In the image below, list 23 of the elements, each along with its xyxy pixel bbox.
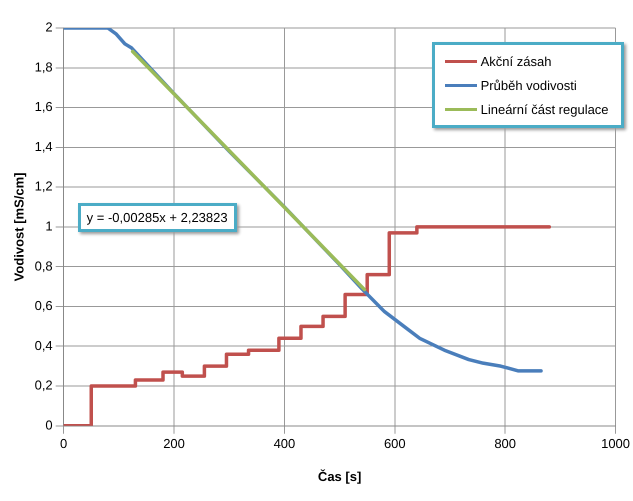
x-tick-label: 600 xyxy=(384,436,406,452)
x-tick-label: 200 xyxy=(163,436,185,452)
y-tick-label: 1,2 xyxy=(34,178,53,194)
y-tick-label: 0,2 xyxy=(34,378,53,393)
x-tick-label: 400 xyxy=(274,436,296,452)
y-tick-label: 0,8 xyxy=(34,258,53,274)
x-tick-label: 800 xyxy=(494,436,516,452)
y-tick-label: 0,6 xyxy=(34,298,53,314)
y-tick-label: 2 xyxy=(45,20,53,35)
legend-label: Akční zásah xyxy=(480,54,552,68)
x-axis-title: Čas [s] xyxy=(318,468,362,484)
y-tick-label: 0 xyxy=(45,417,53,432)
y-axis-title: Vodivost [mS/cm] xyxy=(11,172,26,282)
y-tick-label: 0,4 xyxy=(34,338,53,353)
x-tick-label: 1000 xyxy=(601,436,630,452)
legend-label: Průběh vodivosti xyxy=(480,78,577,92)
legend-label: Lineární část regulace xyxy=(480,102,609,116)
x-tick-label: 0 xyxy=(60,436,68,452)
annotation: y = -0,00285x + 2,23823 xyxy=(78,203,237,232)
y-tick-label: 1,4 xyxy=(34,138,53,154)
y-tick-label: 1,6 xyxy=(34,99,53,114)
y-tick-label: 1,8 xyxy=(34,59,53,74)
y-tick-label: 1 xyxy=(45,218,53,234)
